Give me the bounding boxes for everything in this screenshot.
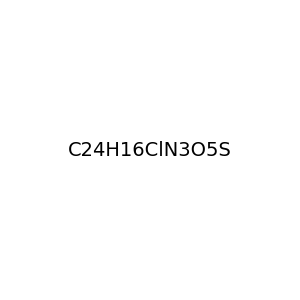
Text: C24H16ClN3O5S: C24H16ClN3O5S	[68, 140, 232, 160]
